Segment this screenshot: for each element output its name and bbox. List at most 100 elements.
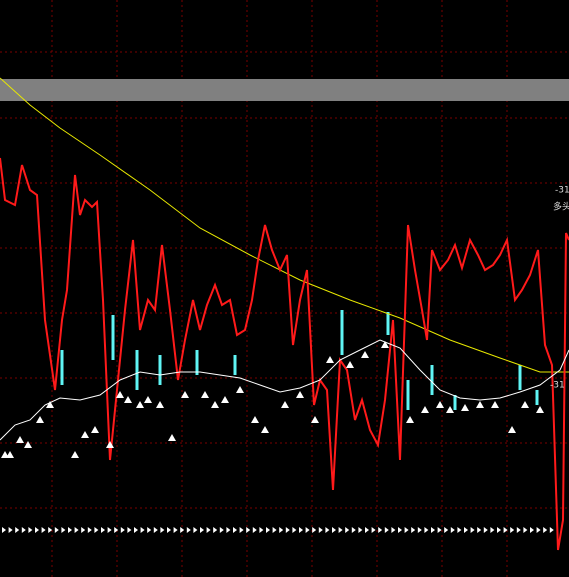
bottom-marker <box>134 527 138 533</box>
bottom-marker <box>2 527 6 533</box>
bottom-marker <box>259 527 264 533</box>
bottom-marker <box>160 527 165 533</box>
bottom-marker <box>431 527 435 533</box>
bottom-marker <box>186 527 191 533</box>
bottom-marker <box>536 527 541 533</box>
bottom-marker <box>417 527 422 533</box>
triangle-marker <box>46 401 54 408</box>
bottom-marker <box>28 527 33 533</box>
candle-bar <box>60 350 64 385</box>
bottom-marker <box>299 527 303 533</box>
bottom-marker <box>213 527 218 533</box>
triangle-marker <box>71 451 79 458</box>
bottom-marker <box>523 527 528 533</box>
bottom-marker <box>74 527 79 533</box>
bottom-marker <box>206 527 211 533</box>
bottom-marker <box>332 527 336 533</box>
triangle-marker <box>156 401 164 408</box>
triangle-marker <box>36 416 44 423</box>
triangle-marker <box>436 401 444 408</box>
bottom-marker <box>490 527 495 533</box>
gray-band <box>0 79 569 101</box>
bottom-marker <box>503 527 508 533</box>
candle-bar <box>233 355 237 375</box>
bottom-marker <box>411 527 416 533</box>
bottom-marker <box>107 527 112 533</box>
triangle-marker <box>346 361 354 368</box>
triangle-marker <box>168 434 176 441</box>
bottom-marker <box>457 527 462 533</box>
bottom-marker <box>15 527 20 533</box>
bottom-marker <box>173 527 178 533</box>
bottom-marker <box>61 527 66 533</box>
bottom-marker <box>497 527 501 533</box>
bottom-marker <box>101 527 105 533</box>
bottom-marker <box>272 527 277 533</box>
triangle-marker <box>6 451 14 458</box>
bottom-marker <box>404 527 409 533</box>
bottom-marker <box>391 527 396 533</box>
candle-bar <box>195 350 199 375</box>
bottom-marker <box>292 527 297 533</box>
triangle-marker <box>381 341 389 348</box>
bottom-marker <box>219 527 224 533</box>
bottom-marker <box>68 527 72 533</box>
triangle-marker <box>421 406 429 413</box>
candle-bar <box>386 312 390 335</box>
triangle-marker <box>508 426 516 433</box>
triangle-marker <box>16 436 24 443</box>
candle-bar <box>453 395 457 410</box>
bottom-marker <box>424 527 429 533</box>
bottom-marker <box>318 527 323 533</box>
bottom-marker <box>338 527 343 533</box>
bottom-marker <box>114 527 119 533</box>
triangle-marker <box>446 406 454 413</box>
bottom-marker <box>8 527 13 533</box>
bottom-marker <box>549 527 554 533</box>
series-line <box>0 157 569 551</box>
bottom-marker <box>35 527 39 533</box>
candle-bar <box>158 355 162 385</box>
triangle-marker <box>251 416 259 423</box>
bottom-marker <box>41 527 46 533</box>
bottom-marker <box>345 527 350 533</box>
bottom-marker <box>239 527 244 533</box>
bottom-marker <box>371 527 376 533</box>
bottom-marker <box>54 527 59 533</box>
bottom-marker <box>200 527 204 533</box>
triangle-marker <box>476 401 484 408</box>
triangle-marker <box>311 416 319 423</box>
bottom-marker <box>246 527 251 533</box>
triangle-marker <box>281 401 289 408</box>
annotation: -31 <box>555 186 569 196</box>
candle-bar <box>340 310 344 355</box>
candle-bar <box>406 380 410 410</box>
bottom-marker <box>543 527 548 533</box>
triangle-marker <box>211 401 219 408</box>
bottom-marker <box>510 527 515 533</box>
triangle-marker <box>406 416 414 423</box>
triangle-marker <box>326 356 334 363</box>
bottom-marker <box>252 527 257 533</box>
annotation: -31 <box>550 381 565 391</box>
candle-bar <box>518 365 522 390</box>
bottom-marker <box>167 527 171 533</box>
bottom-marker <box>87 527 92 533</box>
bottom-marker <box>147 527 152 533</box>
bottom-marker <box>233 527 237 533</box>
bottom-marker <box>351 527 356 533</box>
triangle-marker <box>81 431 89 438</box>
bottom-marker <box>153 527 158 533</box>
bottom-marker <box>437 527 442 533</box>
bottom-marker <box>384 527 389 533</box>
series-line <box>0 339 569 441</box>
bottom-marker <box>226 527 231 533</box>
bottom-marker <box>81 527 86 533</box>
candle-bar <box>135 350 139 390</box>
candle-bar <box>111 315 115 360</box>
triangle-marker <box>221 396 229 403</box>
triangle-marker <box>181 391 189 398</box>
bottom-marker <box>477 527 482 533</box>
